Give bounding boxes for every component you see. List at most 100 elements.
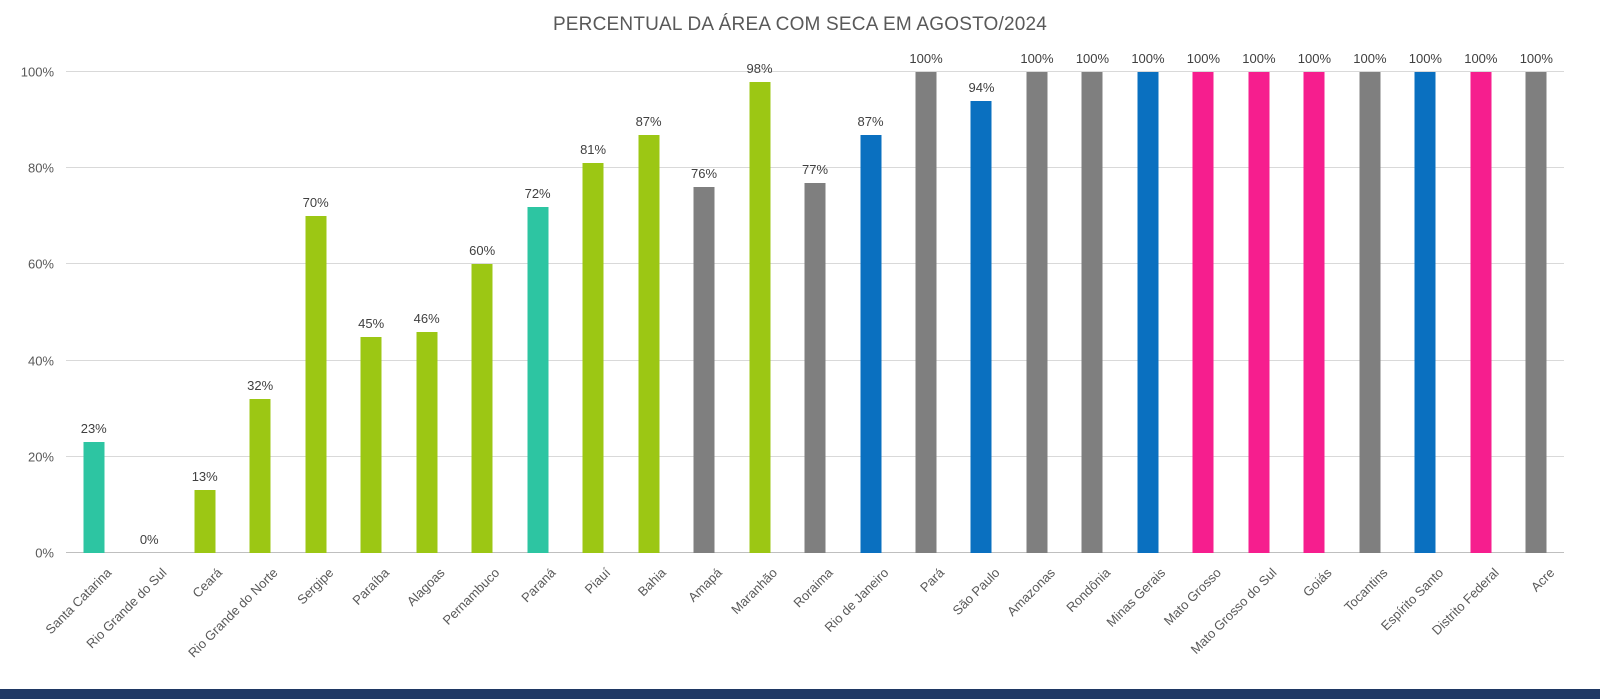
x-axis-label: Goiás <box>1300 565 1336 600</box>
bar-value-label: 100% <box>1186 51 1221 66</box>
gridline <box>66 71 1564 72</box>
bar-rondônia <box>1081 72 1103 553</box>
bar-bahia <box>638 134 660 553</box>
x-axis-label: Amazonas <box>1003 565 1058 620</box>
bar-value-label: 100% <box>1464 51 1498 66</box>
bar-value-label: 100% <box>1131 51 1165 66</box>
gridline <box>66 167 1564 169</box>
bar-value-label: 100% <box>1242 51 1276 66</box>
bar-ceará <box>194 490 216 553</box>
bar-column: 81% Piauí <box>565 72 620 596</box>
x-axis-label: Maranhão <box>728 565 781 618</box>
x-axis-label: Rondônia <box>1063 565 1114 615</box>
bar-column: 87% Rio de Janeiro <box>821 72 898 635</box>
x-axis-label: Ceará <box>189 565 226 601</box>
y-axis-tick-label: 60% <box>27 256 54 272</box>
bar-rio-de-janeiro <box>860 134 882 553</box>
bar-column: 100% Amazonas <box>1004 51 1064 619</box>
bar-column: 70% Sergipe <box>288 72 343 607</box>
bar-column: 100% Tocantins <box>1341 51 1397 614</box>
bar-piauí <box>582 163 604 553</box>
x-axis-label: Paraná <box>517 565 559 606</box>
bar-value-label: 100% <box>1020 51 1054 66</box>
x-axis-label: Bahia <box>635 565 670 600</box>
bar-sergipe <box>305 216 327 553</box>
bar-santa-catarina <box>83 442 105 553</box>
bar-espírito-santo <box>1414 72 1436 553</box>
bar-column: 76% Amapá <box>676 72 731 604</box>
bar-roraima <box>804 182 826 553</box>
y-axis-tick-label: 40% <box>27 353 54 369</box>
footer-strip <box>0 689 1600 699</box>
bar-pernambuco <box>471 264 493 553</box>
x-axis-label: Amapá <box>684 565 725 605</box>
bar-column: 23% Santa Catarina <box>42 72 121 637</box>
bar-column: 13% Ceará <box>177 72 232 600</box>
chart-title: PERCENTUAL DA ÁREA COM SECA EM AGOSTO/20… <box>552 14 1048 35</box>
y-axis-tick-label: 20% <box>27 449 54 465</box>
y-axis-tick-label: 80% <box>27 160 54 176</box>
bar-value-label: 100% <box>909 51 943 66</box>
bar-distrito-federal <box>1470 72 1492 553</box>
x-axis-label: Piauí <box>582 565 614 597</box>
bar-value-label: 77% <box>802 161 829 177</box>
bar-amazonas <box>1026 72 1048 553</box>
bar-value-label: 45% <box>358 315 385 331</box>
bar-value-label: 70% <box>302 195 329 211</box>
bar-column: 77% Roraima <box>787 72 842 611</box>
bar-column: 100% Mato Grosso do Sul <box>1188 51 1286 657</box>
bar-rio-grande-do-norte <box>249 399 271 553</box>
x-axis-label: Acre <box>1527 565 1557 595</box>
x-axis-label: Paraíba <box>348 565 392 608</box>
bar-value-label: 100% <box>1297 51 1332 66</box>
bar-mato-grosso-do-sul <box>1248 72 1270 553</box>
bar-value-label: 23% <box>80 421 107 437</box>
bar-value-label: 100% <box>1519 51 1553 66</box>
bar-maranhão <box>749 81 771 553</box>
bar-tocantins <box>1359 72 1381 553</box>
bar-column: 100% Rondônia <box>1063 51 1120 615</box>
bar-column: 94% São Paulo <box>949 72 1009 618</box>
x-axis-label: São Paulo <box>949 565 1003 619</box>
x-axis-label: Pernambuco <box>440 565 503 628</box>
bar-value-label: 87% <box>635 113 662 129</box>
bar-column: 100% Acre <box>1509 51 1564 595</box>
bar-paraná <box>527 206 549 553</box>
x-axis-label: Roraima <box>790 565 836 611</box>
bar-minas-gerais <box>1137 72 1159 553</box>
bar-acre <box>1525 72 1547 553</box>
x-axis-label: Pará <box>916 565 947 596</box>
bar-paraíba <box>360 336 382 553</box>
bar-column: 45% Paraíba <box>343 72 398 608</box>
x-axis-label: Tocantins <box>1341 565 1391 615</box>
bar-column: 0% Rio Grande do Sul <box>84 72 176 651</box>
x-axis-label: Sergipe <box>294 565 337 608</box>
bar-mato-grosso <box>1192 72 1214 553</box>
bar-value-label: 87% <box>857 113 884 129</box>
bar-value-label: 81% <box>580 142 607 158</box>
bar-column: 100% Minas Gerais <box>1104 51 1175 630</box>
bar-column: 87% Bahia <box>621 72 676 600</box>
bar-value-label: 98% <box>746 60 773 76</box>
x-axis-label: Alagoas <box>403 565 448 609</box>
bar-value-label: 0% <box>139 532 159 547</box>
bar-value-label: 32% <box>247 378 274 394</box>
bar-value-label: 76% <box>691 166 718 182</box>
bar-value-label: 13% <box>191 469 218 485</box>
bar-value-label: 60% <box>469 243 496 259</box>
bar-column: 100% Mato Grosso <box>1161 51 1231 628</box>
bar-column: 32% Rio Grande do Norte <box>185 72 287 660</box>
bar-column: 100% Goiás <box>1287 51 1342 600</box>
bar-column: 100% Espírito Santo <box>1378 51 1453 633</box>
bar-pará <box>915 72 937 553</box>
bar-column: 100% Distrito Federal <box>1429 51 1508 638</box>
bar-column: 72% Paraná <box>510 72 565 606</box>
bar-alagoas <box>416 331 438 553</box>
y-axis-tick-label: 100% <box>20 64 54 80</box>
bar-column: 60% Pernambuco <box>440 72 509 627</box>
plot-area: 0% 20% 40% 60% 80% 100% 23% Santa Catarina 0% Ri… <box>21 51 1564 660</box>
bar-amapá <box>693 187 715 553</box>
y-axis-tick-label: 0% <box>35 545 54 561</box>
bar-column: 98% Maranhão <box>728 61 787 617</box>
bar-value-label: 100% <box>1408 51 1442 66</box>
